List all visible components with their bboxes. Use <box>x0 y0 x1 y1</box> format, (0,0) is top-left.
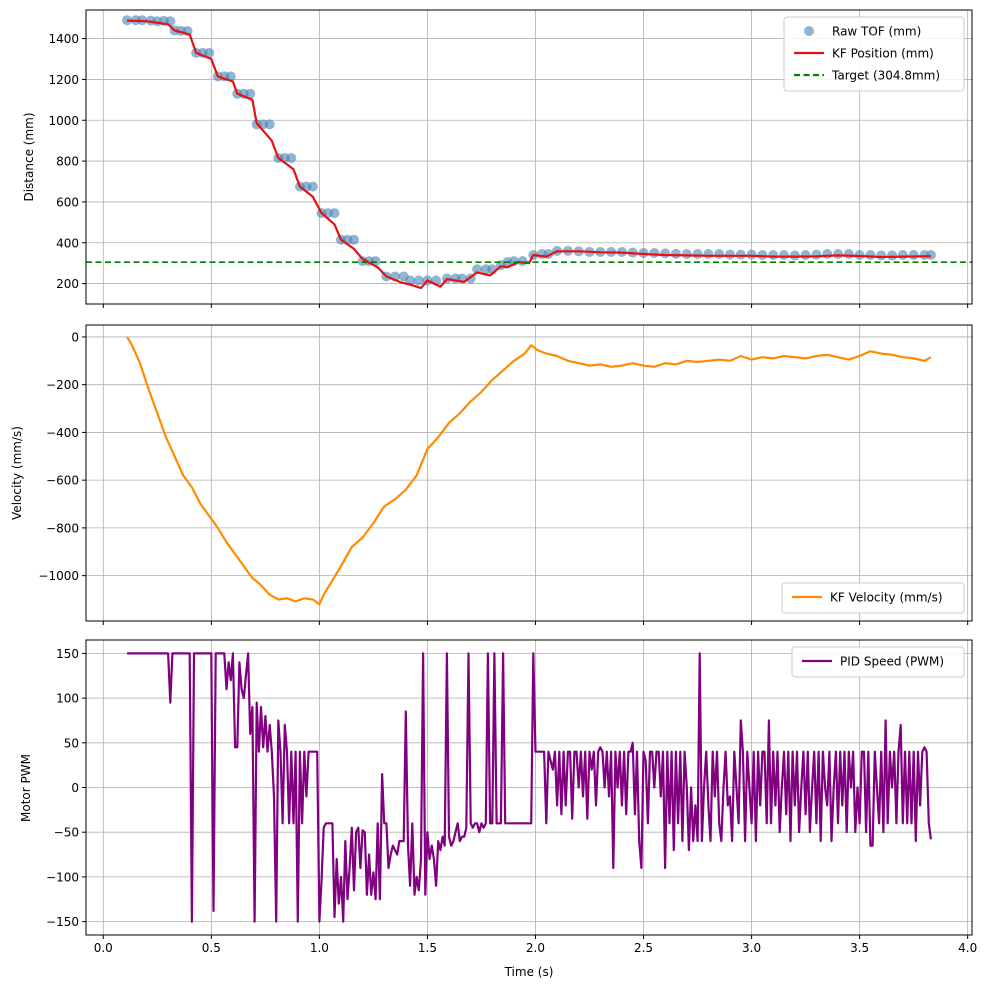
raw-tof-point <box>897 250 908 260</box>
raw-tof-point <box>735 249 746 260</box>
x-axis-label: Time (s) <box>504 965 554 979</box>
raw-tof-point <box>245 88 256 99</box>
y-axis-label: Motor PWM <box>19 754 33 822</box>
y-tick-label: −600 <box>46 474 79 488</box>
x-tick-label: 2.0 <box>526 941 545 955</box>
series-marks <box>127 652 932 923</box>
y-axis-label: Velocity (mm/s) <box>10 426 24 520</box>
series-line <box>127 652 932 923</box>
y-tick-label: 150 <box>56 647 79 661</box>
raw-tof-point <box>670 248 681 259</box>
raw-tof-point <box>789 250 800 261</box>
raw-tof-point <box>649 247 660 258</box>
legend-box <box>783 16 965 92</box>
y-tick-label: 0 <box>71 330 79 344</box>
raw-tof-point <box>778 250 789 260</box>
legend: PID Speed (PWM) <box>791 646 965 678</box>
y-tick-label: −50 <box>54 826 79 840</box>
raw-tof-point <box>811 249 822 260</box>
axis-ticks: 0 −200 −400 −600 −800 −1000 <box>38 330 969 625</box>
y-tick-label: 50 <box>64 736 79 750</box>
grid-lines <box>86 325 972 621</box>
axis-ticks: 0.0 0.5 1.0 1.5 2.0 2.5 3.0 3.5 4.0 150 100 50 0 −50 −… <box>46 647 977 955</box>
raw-tof-point <box>724 249 735 260</box>
axis-ticks: 200 400 600 800 1000 1200 1400 <box>48 32 969 308</box>
y-axis-label: Distance (mm) <box>22 112 36 201</box>
raw-tof-point <box>822 248 833 259</box>
y-tick-label: −200 <box>46 378 79 392</box>
x-tick-label: 3.0 <box>742 941 761 955</box>
raw-tof-point <box>204 47 215 58</box>
series-line <box>126 336 932 606</box>
raw-tof-point <box>472 264 483 275</box>
grid-lines <box>86 10 972 304</box>
axes-frame <box>85 639 973 936</box>
y-tick-label: 100 <box>56 692 79 706</box>
x-tick-label: 0.0 <box>94 941 113 955</box>
distance-panel: 200 400 600 800 1000 1200 1400 Distance (mm) R… <box>22 9 973 308</box>
raw-tof-point <box>746 249 757 260</box>
series-marks <box>126 336 932 606</box>
series-line <box>127 19 931 290</box>
y-tick-label: −1000 <box>38 569 79 583</box>
legend-box <box>781 582 965 614</box>
x-tick-label: 4.0 <box>958 941 977 955</box>
raw-tof-point <box>286 153 297 164</box>
y-tick-label: 800 <box>56 155 79 169</box>
legend-label: KF Velocity (mm/s) <box>830 591 943 605</box>
y-tick-label: 1000 <box>48 114 79 128</box>
y-tick-label: 1400 <box>48 32 79 46</box>
x-tick-label: 2.5 <box>634 941 653 955</box>
legend-label: Raw TOF (mm) <box>832 25 921 39</box>
raw-tof-point <box>925 250 936 260</box>
raw-tof-point <box>714 248 725 259</box>
y-tick-label: 0 <box>71 781 79 795</box>
raw-tof-point <box>865 250 876 260</box>
legend-box <box>791 646 965 678</box>
raw-tof-point <box>833 248 844 259</box>
raw-tof-point <box>757 250 768 260</box>
axes-frame <box>85 324 973 622</box>
raw-tof-point <box>768 250 779 260</box>
y-tick-label: 600 <box>56 195 79 209</box>
pwm-panel: 0.0 0.5 1.0 1.5 2.0 2.5 3.0 3.5 4.0 150 100 50 0 −50 −… <box>19 639 977 979</box>
raw-tof-point <box>660 248 671 259</box>
y-tick-label: −800 <box>46 521 79 535</box>
y-tick-label: −100 <box>46 870 79 884</box>
raw-tof-point <box>413 275 424 286</box>
y-tick-label: 1200 <box>48 73 79 87</box>
legend-label: PID Speed (PWM) <box>840 655 944 669</box>
x-tick-label: 0.5 <box>202 941 221 955</box>
raw-tof-point <box>264 119 275 130</box>
raw-tof-point <box>348 234 359 245</box>
y-tick-label: 200 <box>56 277 79 291</box>
grid-lines <box>86 640 972 935</box>
legend-label: Target (304.8mm) <box>831 69 940 83</box>
raw-tof-point <box>307 181 318 192</box>
x-tick-label: 1.5 <box>418 941 437 955</box>
velocity-panel: 0 −200 −400 −600 −800 −1000 Velocity (mm/s) K… <box>10 324 973 625</box>
raw-tof-point <box>800 250 811 260</box>
raw-tof-point <box>876 250 887 261</box>
raw-tof-point <box>908 250 919 260</box>
raw-tof-point <box>681 248 692 259</box>
legend-marker <box>804 26 814 36</box>
y-tick-label: −150 <box>46 915 79 929</box>
legend-label: KF Position (mm) <box>832 47 934 61</box>
x-tick-label: 3.5 <box>850 941 869 955</box>
legend: Raw TOF (mm) KF Position (mm) Target (304.… <box>783 16 965 92</box>
legend: KF Velocity (mm/s) <box>781 582 965 614</box>
raw-tof-point <box>843 248 854 259</box>
series-marks <box>86 15 972 290</box>
raw-tof-point <box>887 250 898 261</box>
y-tick-label: −400 <box>46 426 79 440</box>
raw-tof-point <box>692 248 703 259</box>
raw-tof-point <box>703 248 714 259</box>
raw-tof-point <box>329 208 340 219</box>
y-tick-label: 400 <box>56 236 79 250</box>
x-tick-label: 1.0 <box>310 941 329 955</box>
axes-frame <box>85 9 973 305</box>
raw-tof-point <box>122 15 133 26</box>
